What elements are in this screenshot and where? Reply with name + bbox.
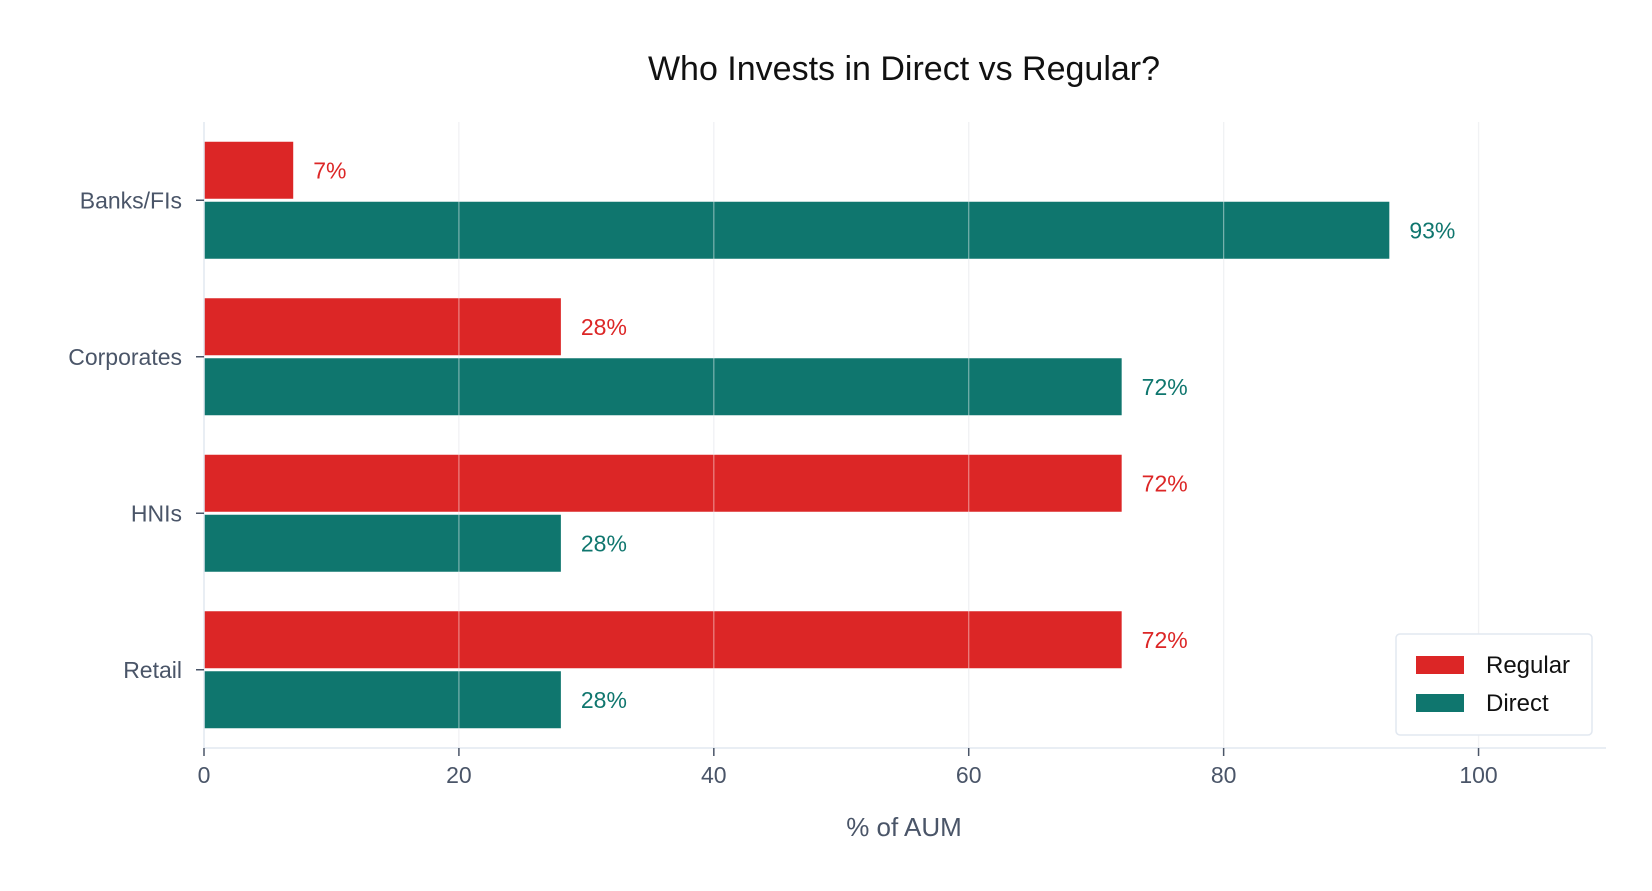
bar-regular-3 (204, 454, 1122, 512)
category-label: HNIs (131, 500, 182, 526)
legend-label: Regular (1486, 652, 1570, 679)
legend: Regular Direct (1395, 633, 1593, 736)
legend-swatch (1416, 694, 1464, 712)
category-label: Corporates (68, 344, 182, 370)
data-label: 28% (581, 314, 627, 340)
bar-direct-3 (204, 514, 561, 572)
x-tick-label: 60 (956, 762, 982, 788)
x-axis-label: % of AUM (846, 812, 962, 842)
x-tick-label: 40 (701, 762, 727, 788)
legend-label: Direct (1486, 690, 1549, 717)
bar-direct-2 (204, 358, 1122, 416)
x-tick-label: 100 (1459, 762, 1497, 788)
data-label: 7% (313, 157, 346, 183)
chart-title: Who Invests in Direct vs Regular? (648, 50, 1160, 88)
axes: 0 20 40 60 80 100 Banks/FIs Corporates HNIs Retai… (68, 122, 1606, 788)
data-label: 72% (1142, 470, 1188, 496)
data-label: 72% (1142, 627, 1188, 653)
legend-swatch (1416, 656, 1464, 674)
legend-box (1395, 633, 1593, 736)
bar-regular-2 (204, 298, 561, 356)
category-label: Banks/FIs (80, 187, 182, 213)
bar-direct-4 (204, 671, 561, 729)
x-tick-label: 20 (446, 762, 472, 788)
category-label: Retail (123, 657, 182, 683)
bar-regular-1 (204, 141, 294, 199)
x-tick-label: 80 (1211, 762, 1237, 788)
bar-direct-1 (204, 201, 1390, 259)
data-label: 28% (581, 530, 627, 556)
x-tick-label: 0 (198, 762, 211, 788)
data-label: 72% (1142, 374, 1188, 400)
data-label: 93% (1409, 217, 1455, 243)
bars: 7% 93% 28% 72% 72% 28% 72% 28% (204, 122, 1480, 748)
bar-regular-4 (204, 611, 1122, 669)
data-label: 28% (581, 687, 627, 713)
